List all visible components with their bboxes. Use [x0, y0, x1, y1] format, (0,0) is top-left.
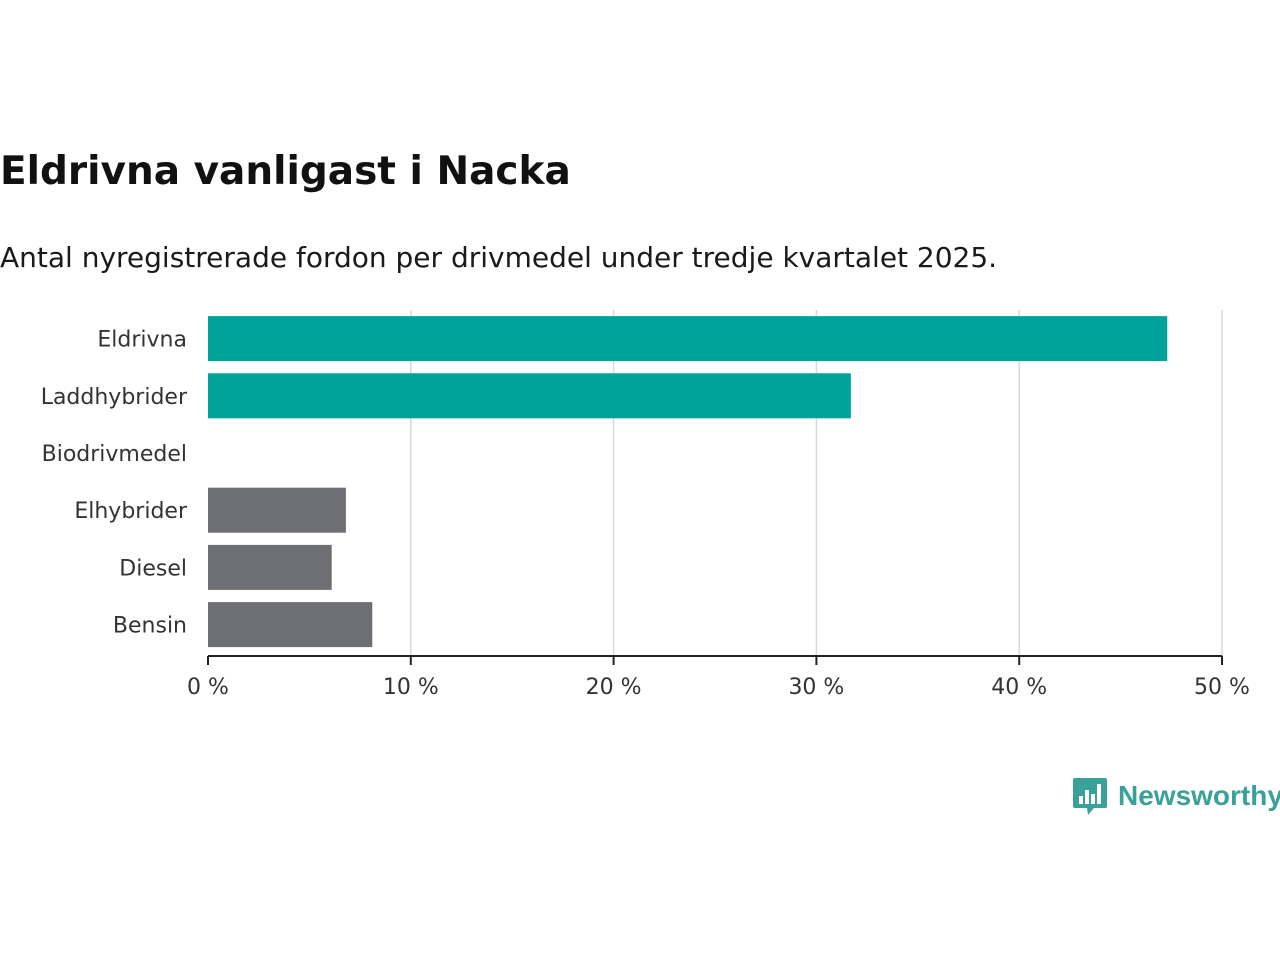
category-labels: Eldrivna Laddhybrider Biodrivmedel Elhybrid… [41, 328, 188, 639]
bar-elhybrider [208, 487, 346, 533]
category-label: Eldrivna [97, 328, 187, 353]
bar-laddhybrider [208, 373, 851, 419]
chart-title: Eldrivna vanligast i Nacka [0, 149, 571, 194]
x-tick-label: 20 % [586, 675, 642, 700]
bar-bensin [208, 602, 373, 648]
category-label: Bensin [113, 614, 187, 639]
x-tick-label: 40 % [991, 675, 1047, 700]
x-tick-label: 30 % [788, 675, 844, 700]
bar-chart-speech-bubble-icon [1073, 778, 1107, 815]
bar-diesel [208, 544, 332, 590]
category-label: Elhybrider [74, 499, 188, 524]
x-axis [207, 655, 1223, 665]
category-label: Laddhybrider [41, 385, 188, 410]
bar-chart: Eldrivna Laddhybrider Biodrivmedel Elhybrid… [41, 310, 1250, 700]
bars [208, 316, 1168, 648]
x-tick-label: 0 % [187, 675, 229, 700]
bar-eldrivna [208, 316, 1168, 362]
newsworthy-logo: Newsworthy [1072, 776, 1280, 816]
x-tick-label: 50 % [1194, 675, 1250, 700]
brand-name: Newsworthy [1118, 780, 1280, 811]
gridlines [410, 310, 1223, 656]
tick-labels: 0 % 10 % 20 % 30 % 40 % 50 % [187, 675, 1250, 700]
category-label: Diesel [119, 556, 187, 581]
x-tick-label: 10 % [383, 675, 439, 700]
chart-subtitle: Antal nyregistrerade fordon per drivmede… [0, 241, 998, 274]
category-label: Biodrivmedel [42, 442, 187, 467]
